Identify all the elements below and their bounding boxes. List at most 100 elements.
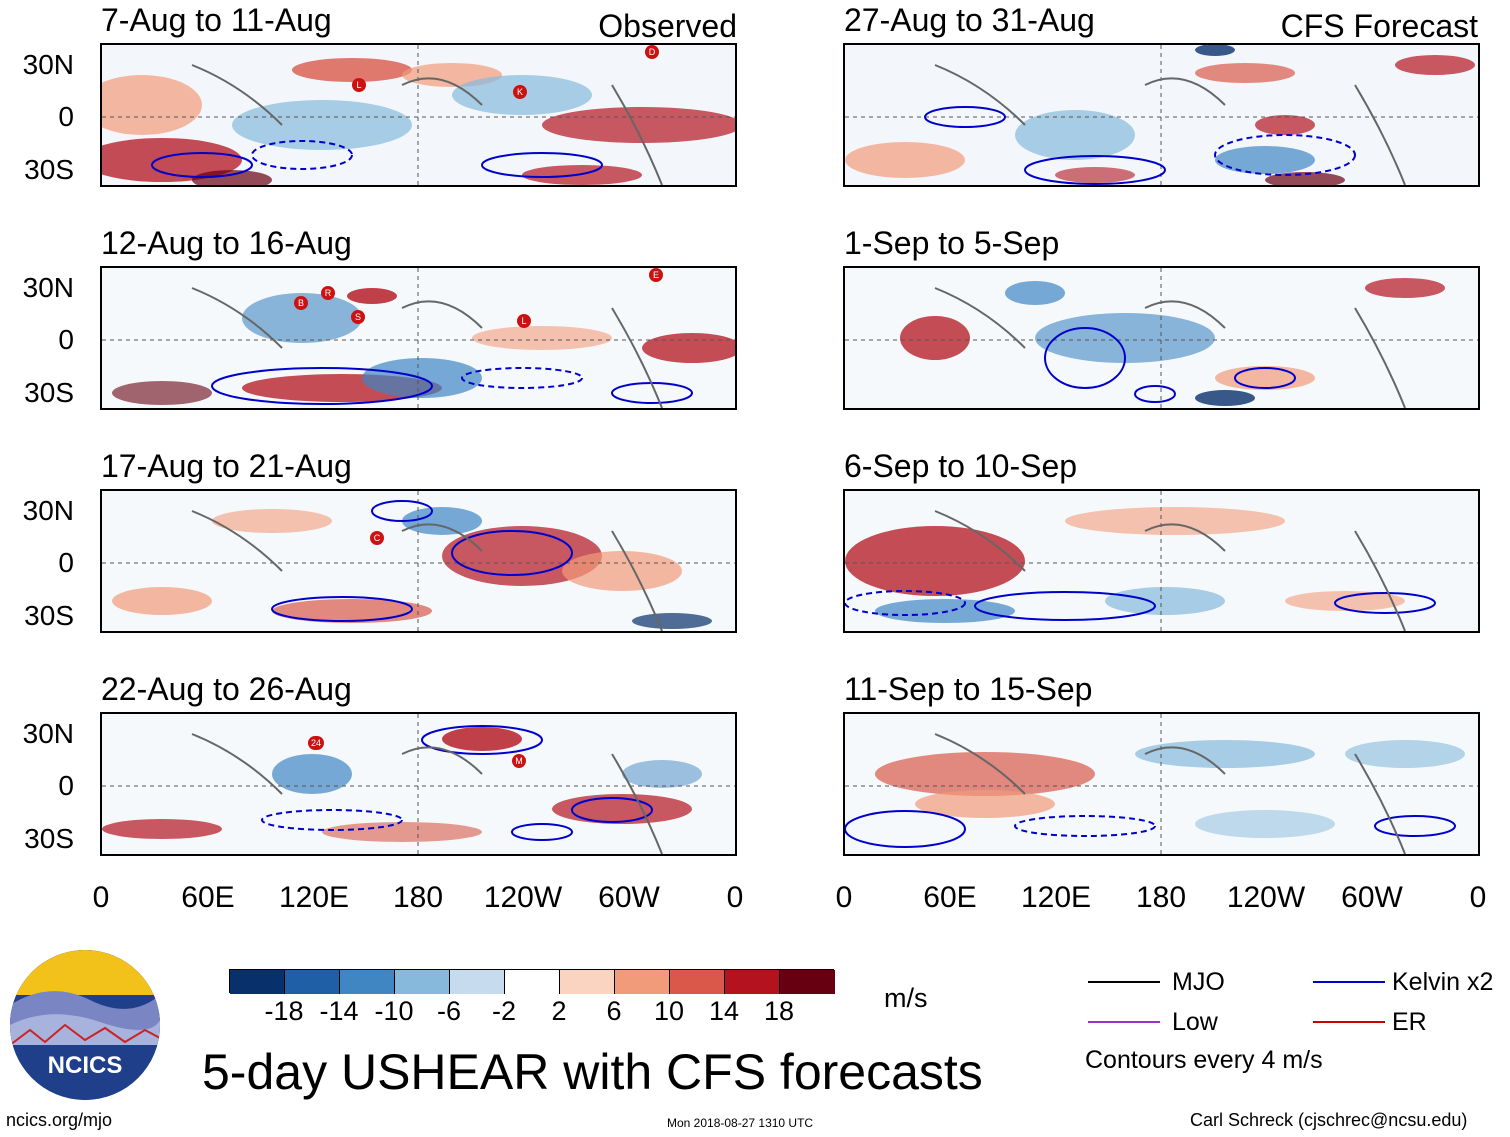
colorbar-swatch: [285, 970, 340, 994]
shear-field-3: [102, 491, 735, 631]
colorbar-label: -6: [436, 996, 461, 1026]
main-title: 5-day USHEAR with CFS forecasts: [202, 1044, 983, 1100]
colorbar-label: -2: [491, 996, 516, 1026]
lon-label: 0: [835, 881, 853, 914]
panel-3-title: 17-Aug to 21-Aug: [101, 448, 352, 484]
lon-label: 0: [1469, 881, 1487, 914]
colorbar-swatch: [505, 970, 560, 994]
colorbar-swatch: [615, 970, 670, 994]
lat-label: 0: [58, 547, 74, 578]
legend-line-kelvin: [1313, 981, 1385, 983]
shear-field-8: [845, 714, 1478, 854]
shear-field-2: [102, 268, 735, 408]
storm-marker: K: [513, 85, 527, 99]
storm-marker: M: [512, 754, 526, 768]
map-panel-6: [843, 266, 1480, 410]
lon-label: 60E: [923, 881, 977, 914]
panel-4-title: 22-Aug to 26-Aug: [101, 671, 352, 707]
ncics-logo: NCICS: [10, 950, 160, 1100]
storm-marker: D: [645, 45, 659, 59]
shear-field-7: [845, 491, 1478, 631]
colorbar-swatch: [230, 970, 285, 994]
legend-line-mjo: [1088, 981, 1160, 983]
storm-marker: B: [294, 296, 308, 310]
storm-marker: L: [517, 314, 531, 328]
lon-label: 0: [92, 881, 110, 914]
map-panel-5: [843, 43, 1480, 187]
colorbar-label: -18: [264, 996, 304, 1026]
lon-label: 120E: [1020, 881, 1092, 914]
colorbar-swatch: [780, 970, 835, 994]
legend-label-kelvin: Kelvin x2: [1392, 968, 1494, 996]
lon-label: 180: [1135, 881, 1187, 914]
lon-label: 120W: [1226, 881, 1306, 914]
colorbar-label: 18: [763, 996, 795, 1026]
shear-field-1: [102, 45, 735, 185]
storm-marker: 24: [308, 736, 324, 750]
lat-label: 30S: [24, 600, 74, 631]
lat-label: 30N: [22, 495, 74, 526]
colorbar-swatch: [395, 970, 450, 994]
lon-label: 0: [726, 881, 744, 914]
colorbar-label: 10: [653, 996, 685, 1026]
panel-6-title: 1-Sep to 5-Sep: [844, 225, 1060, 261]
map-panel-2: B R S L E: [100, 266, 737, 410]
colorbar-swatch: [560, 970, 615, 994]
lon-label: 60E: [181, 881, 235, 914]
contour-note: Contours every 4 m/s: [1085, 1046, 1323, 1074]
lat-label: 30N: [22, 49, 74, 80]
shear-field-4: [102, 714, 735, 854]
lat-label: 30S: [24, 377, 74, 408]
storm-marker: L: [352, 78, 366, 92]
lon-label: 60W: [598, 881, 660, 914]
colorbar-swatch: [340, 970, 395, 994]
legend-line-low: [1088, 1021, 1160, 1023]
panel-1-tag: Observed: [598, 8, 737, 44]
colorbar-label: -10: [374, 996, 414, 1026]
colorbar-label: -14: [319, 996, 359, 1026]
panel-8-title: 11-Sep to 15-Sep: [844, 671, 1093, 707]
shear-field-6: [845, 268, 1478, 408]
map-panel-8: [843, 712, 1480, 856]
colorbar-label: 2: [551, 996, 567, 1026]
legend-label-low: Low: [1172, 1008, 1218, 1036]
storm-marker: E: [649, 268, 663, 282]
legend-label-mjo: MJO: [1172, 968, 1225, 996]
colorbar-swatch: [670, 970, 725, 994]
footer-credit: Carl Schreck (cjschrec@ncsu.edu): [1190, 1110, 1468, 1130]
lat-label: 30N: [22, 272, 74, 303]
lat-label: 30S: [24, 823, 74, 854]
logo-text: NCICS: [47, 1052, 123, 1079]
map-panel-4: 24 M: [100, 712, 737, 856]
lon-label: 120E: [278, 881, 350, 914]
storm-marker: S: [351, 310, 365, 324]
colorbar-swatch: [725, 970, 780, 994]
map-panel-3: C: [100, 489, 737, 633]
lat-label: 30N: [22, 718, 74, 749]
lon-label: 60W: [1341, 881, 1403, 914]
lat-label: 0: [58, 101, 74, 132]
colorbar-units: m/s: [884, 983, 928, 1013]
shear-field-5: [845, 45, 1478, 185]
colorbar: [229, 969, 835, 994]
panel-7-title: 6-Sep to 10-Sep: [844, 448, 1078, 484]
lat-label: 30S: [24, 154, 74, 185]
storm-marker: C: [370, 531, 384, 545]
legend-label-er: ER: [1392, 1008, 1427, 1036]
lat-label: 0: [58, 770, 74, 801]
panel-5-tag: CFS Forecast: [1280, 8, 1478, 44]
colorbar-swatch: [450, 970, 505, 994]
footer-timestamp: Mon 2018-08-27 1310 UTC: [667, 1116, 814, 1130]
map-panel-1: L K D: [100, 43, 737, 187]
lon-label: 180: [392, 881, 444, 914]
panel-2-title: 12-Aug to 16-Aug: [101, 225, 352, 261]
footer-url[interactable]: ncics.org/mjo: [6, 1110, 113, 1130]
colorbar-label: 14: [708, 996, 740, 1026]
lon-label: 120W: [483, 881, 563, 914]
storm-marker: R: [321, 286, 335, 300]
legend-line-er: [1313, 1021, 1385, 1023]
map-panel-7: [843, 489, 1480, 633]
panel-1-title: 7-Aug to 11-Aug: [101, 2, 332, 38]
panel-5-title: 27-Aug to 31-Aug: [844, 2, 1095, 38]
colorbar-label: 6: [606, 996, 622, 1026]
